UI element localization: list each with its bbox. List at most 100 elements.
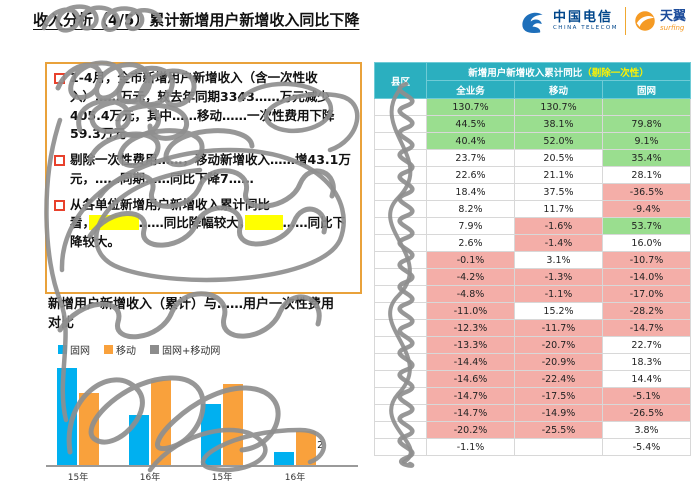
china-telecom-cn: 中国电信 xyxy=(552,9,613,25)
x-axis-label: 15年 xyxy=(211,473,233,483)
table-row: -4.8% -1.1% -17.0% xyxy=(374,285,692,303)
table-cell: -22.4% xyxy=(514,370,603,388)
county-name-cell xyxy=(374,217,427,235)
chart-title: 新增用户新增收入（累计）与……用户一次性费用对比 xyxy=(48,297,335,331)
county-name-cell xyxy=(374,200,427,218)
table-cell: -14.9% xyxy=(514,404,603,422)
fixed-bar xyxy=(274,452,294,465)
county-name-cell xyxy=(374,353,427,371)
table-cell: -1.1% xyxy=(426,438,515,456)
table-subheader: 全业务 xyxy=(426,80,515,99)
county-name-cell xyxy=(374,387,427,405)
table-row: -20.2% -25.5% 3.8% xyxy=(374,421,692,439)
table-row: 18.4% 37.5% -36.5% xyxy=(374,183,692,201)
table-cell xyxy=(601,98,692,116)
logo-area: 中国电信 CHINA TELECOM 天翼 surfing xyxy=(519,7,686,35)
bullet-square-icon xyxy=(54,155,65,166)
table-row: -13.3% -20.7% 22.7% xyxy=(374,336,692,354)
table-cell: -0.1% xyxy=(426,251,515,269)
tianyi-wordmark: 天翼 surfing xyxy=(660,10,686,32)
table-cell: 130.7% xyxy=(514,98,603,116)
table-row: 40.4% 52.0% 9.1% xyxy=(374,132,692,150)
legend-label: 固网+移动网 xyxy=(162,346,221,357)
county-name-cell xyxy=(374,234,427,252)
table-row: -4.2% -1.3% -14.0% xyxy=(374,268,692,286)
table-cell xyxy=(514,438,603,456)
county-name-cell xyxy=(374,370,427,388)
mobile-bar xyxy=(296,431,316,465)
table-row: -14.7% -14.9% -26.5% xyxy=(374,404,692,422)
table-cell: -17.5% xyxy=(514,387,603,405)
mobile-bar xyxy=(79,393,99,465)
table-cell: 18.4% xyxy=(426,183,515,201)
legend-swatch xyxy=(58,345,67,354)
note-text: 1-4月，全市新增用户新增收入（含一次性收入）……万元，较去年同期3343……万… xyxy=(70,70,335,142)
table-row: 23.7% 20.5% 35.4% xyxy=(374,149,692,167)
county-name-cell xyxy=(374,166,427,184)
x-axis-label: 16年 xyxy=(284,473,306,483)
table-row: 8.2% 11.7% -9.4% xyxy=(374,200,692,218)
table-cell: -1.4% xyxy=(514,234,603,252)
x-axis-label: 15年 xyxy=(67,473,89,483)
county-name-cell xyxy=(374,421,427,439)
page-title: 收入分析（4/5）累计新增用户新增收入同比下降 xyxy=(33,11,360,29)
table-cell: -5.1% xyxy=(601,387,692,405)
notes-panel: 1-4月，全市新增用户新增收入（含一次性收入）……万元，较去年同期3343……万… xyxy=(45,62,362,294)
table-row: 2.6% -1.4% 16.0% xyxy=(374,234,692,252)
table-cell: 53.7% xyxy=(601,217,692,235)
table-cell: 8.2% xyxy=(426,200,515,218)
legend-label: 移动 xyxy=(116,346,136,357)
table-cell: 7.9% xyxy=(426,217,515,235)
county-name-cell xyxy=(374,438,427,456)
bullet-square-icon xyxy=(54,199,65,211)
table-cell: -12.3% xyxy=(426,319,515,337)
highlighted-text xyxy=(245,215,283,231)
notes-list: 1-4月，全市新增用户新增收入（含一次性收入）……万元，较去年同期3343……万… xyxy=(54,69,353,252)
table-cell: -1.3% xyxy=(514,268,603,286)
tianyi-wing-icon xyxy=(635,11,655,31)
mobile-bar xyxy=(151,380,171,465)
legend-item: 移动 xyxy=(104,342,136,357)
chart-legend: 固网 移动 固网+移动网 xyxy=(58,342,220,357)
fixed-bar xyxy=(201,404,221,465)
table-row: -14.4% -20.9% 18.3% xyxy=(374,353,692,371)
county-name-cell xyxy=(374,268,427,286)
x-axis-label: 16年 xyxy=(139,473,161,483)
table-cell: -14.7% xyxy=(426,387,515,405)
table-cell: 22.7% xyxy=(601,336,692,354)
legend-swatch xyxy=(150,345,159,354)
table-cell: -14.0% xyxy=(601,268,692,286)
tianyi-logo: 天翼 surfing xyxy=(633,9,686,33)
county-name-cell xyxy=(374,149,427,167)
table-cell: -1.1% xyxy=(514,285,603,303)
legend-item: 固网 xyxy=(58,342,90,357)
table-header-county: 县区 xyxy=(374,62,427,99)
table-cell: -5.4% xyxy=(601,438,692,456)
table-cell: -4.2% xyxy=(426,268,515,286)
table-cell: -11.0% xyxy=(426,302,515,320)
table-row: 130.7% 130.7% xyxy=(374,98,692,116)
legend-item: 固网+移动网 xyxy=(150,342,220,357)
table-cell: -11.7% xyxy=(514,319,603,337)
table-cell: 3.1% xyxy=(514,251,603,269)
county-yoy-table: 县区 新增用户新增收入累计同比（剔除一次性） 全业务 移动 固网 130.7% 130.7%… xyxy=(374,62,692,456)
table-cell: -36.5% xyxy=(601,183,692,201)
table-cell: 16.0% xyxy=(601,234,692,252)
table-cell: 37.5% xyxy=(514,183,603,201)
bullet-square-icon xyxy=(54,73,65,84)
note-text: 从各单位新增用户新增收入累计同比看， ……同比降幅较大， ……同比下降较大。 xyxy=(70,196,346,250)
table-cell: 23.7% xyxy=(426,149,515,167)
note-bullet: 剔除一次性费用……，移动新增收入……增43.1万元，……同期……同比下降7…… xyxy=(54,151,353,189)
table-row: -14.6% -22.4% 14.4% xyxy=(374,370,692,388)
table-cell: -9.4% xyxy=(601,200,692,218)
table-cell: 35.4% xyxy=(601,149,692,167)
table-row: 7.9% -1.6% 53.7% xyxy=(374,217,692,235)
table-row: 44.5% 38.1% 79.8% xyxy=(374,115,692,133)
table-cell: -14.7% xyxy=(601,319,692,337)
table-row: -11.0% 15.2% -28.2% xyxy=(374,302,692,320)
county-name-cell xyxy=(374,183,427,201)
china-telecom-icon xyxy=(522,12,543,33)
table-cell: 20.5% xyxy=(514,149,603,167)
table-cell: 21.1% xyxy=(514,166,603,184)
